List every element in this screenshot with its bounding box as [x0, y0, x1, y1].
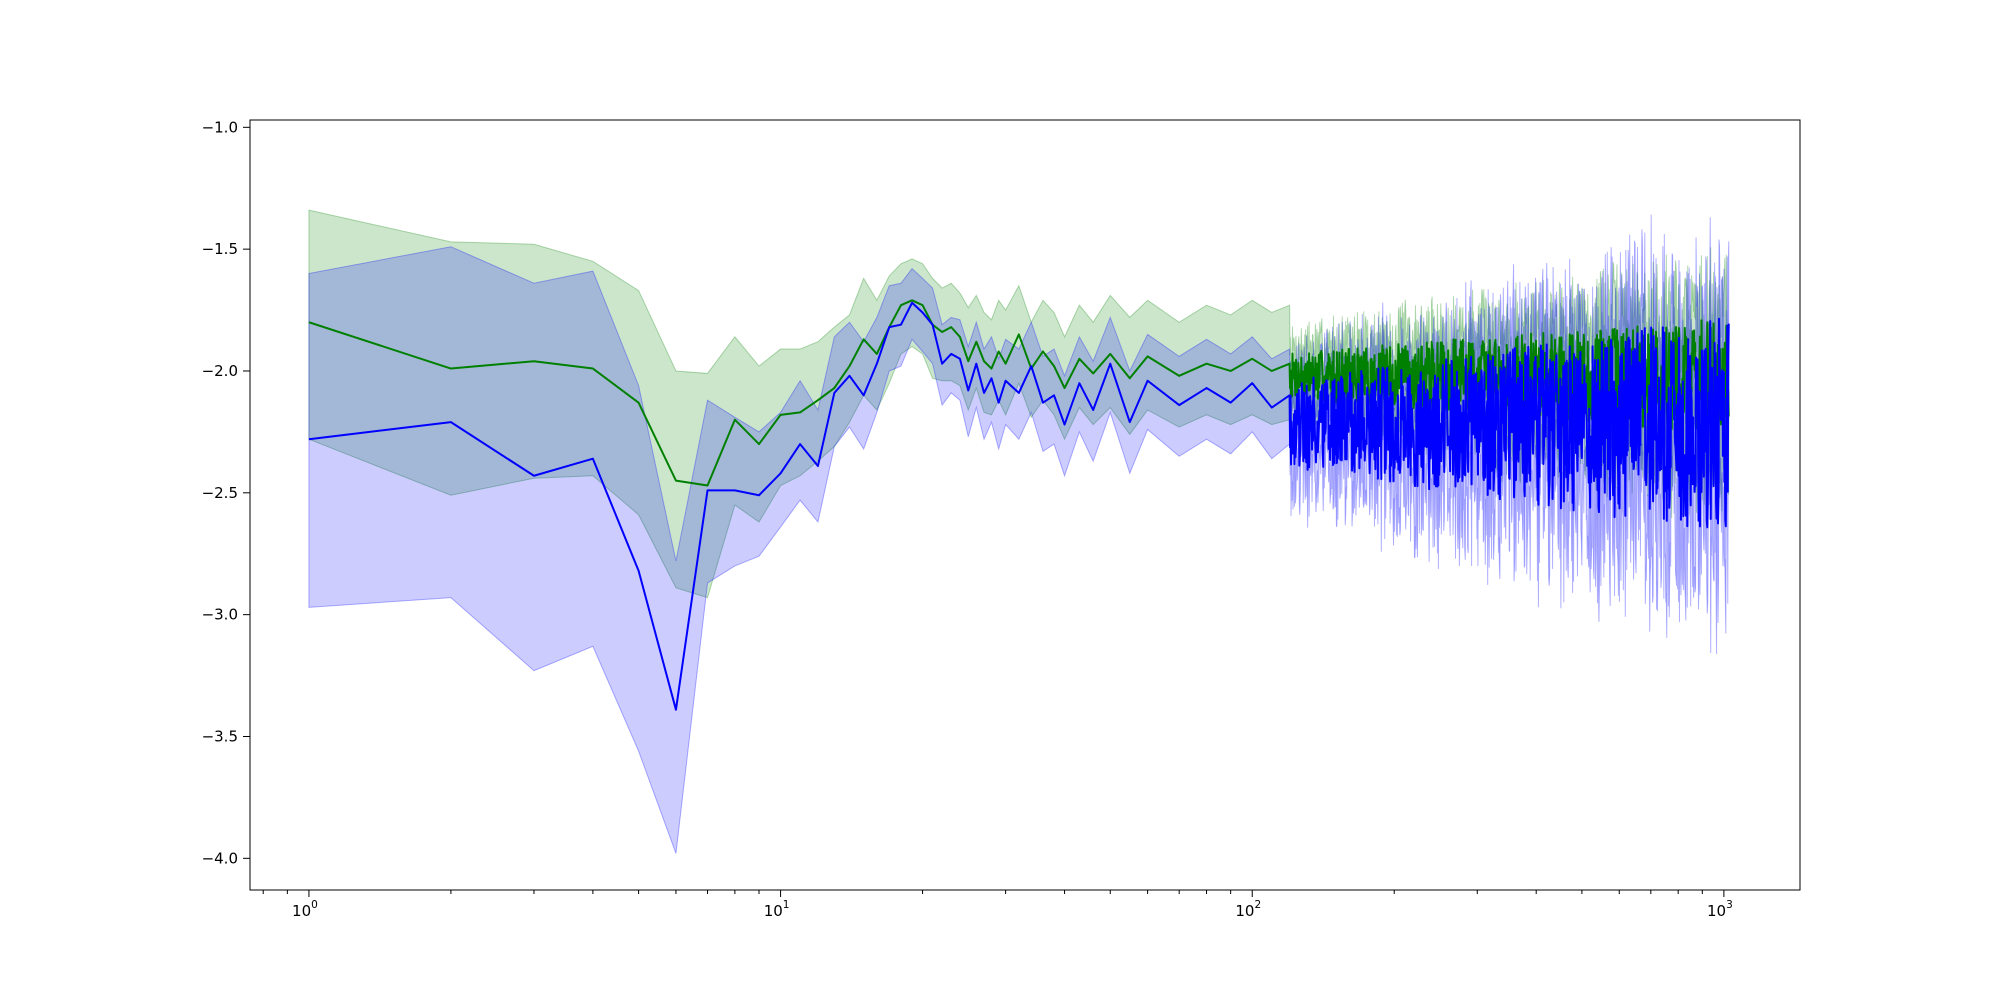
y-tick-label: −3.0 [202, 606, 238, 624]
x-axis: 100 101 102 103 [262, 890, 1733, 920]
y-tick-label: −1.5 [202, 240, 238, 258]
y-tick-label: −1.0 [202, 118, 238, 136]
x-tick-label: 101 [764, 899, 790, 920]
x-tick-label: 103 [1707, 899, 1733, 920]
series-lines [308, 299, 1730, 711]
y-axis: −1.0 −1.5 −2.0 −2.5 −3.0 −3.5 −4.0 [202, 118, 250, 867]
y-tick-label: −2.5 [202, 484, 238, 502]
plot-frame [249, 119, 1801, 891]
blue-series-line [308, 301, 1730, 711]
x-tick-label: 102 [1235, 899, 1261, 920]
confidence-bands [308, 209, 1730, 854]
y-tick-label: −2.0 [202, 362, 238, 380]
y-tick-label: −3.5 [202, 727, 238, 745]
y-tick-label: −4.0 [202, 849, 238, 867]
x-tick-label: 100 [292, 899, 318, 920]
